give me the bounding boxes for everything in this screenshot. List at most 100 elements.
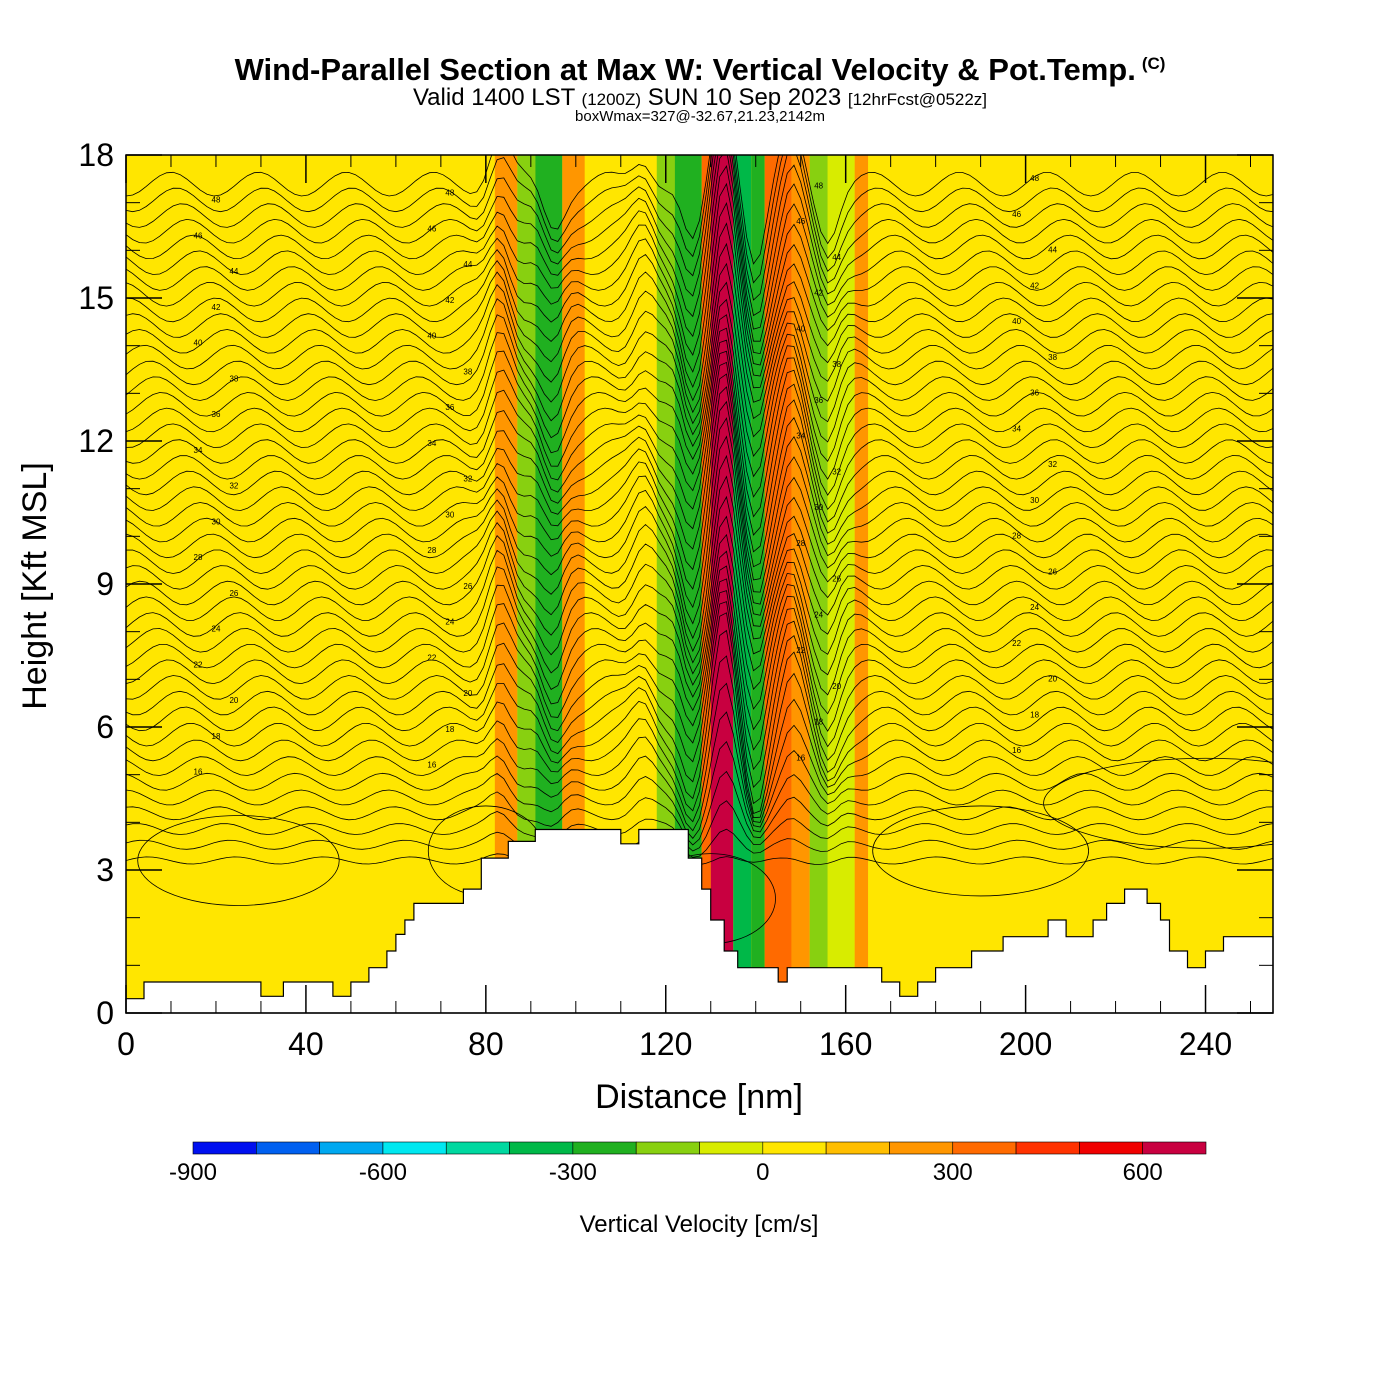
theta-label: 34 [194,446,203,455]
x-tick-label: 120 [639,1026,692,1062]
theta-contour [126,373,1273,568]
colorbar-swatch [1015,1141,1080,1155]
theta-contour [126,711,1273,832]
theta-label: 24 [445,618,454,627]
theta-contour [126,565,1273,731]
theta-contour [126,590,1273,771]
theta-label: 18 [212,732,221,741]
theta-contour [126,155,1273,317]
colorbar-swatch [572,1141,637,1155]
y-tick-label: 9 [96,566,114,602]
theta-label: 32 [463,475,472,484]
colorbar-swatch [319,1141,384,1155]
theta-label: 22 [1012,639,1021,648]
theta-contour [126,242,1273,414]
theta-label: 18 [1030,710,1039,719]
velocity-band-8 [701,155,711,1013]
theta-contour [126,550,1273,710]
theta-label: 38 [1048,353,1057,362]
theta-label: 42 [814,289,823,298]
theta-label: 48 [1030,174,1039,183]
velocity-band-15 [827,155,855,1013]
x-tick-label: 200 [999,1026,1052,1062]
theta-label: 30 [212,517,221,526]
theta-contour [126,339,1273,518]
x-tick-label: 80 [468,1026,504,1062]
colorbar-swatch [382,1141,447,1155]
theta-label: 46 [1012,210,1021,219]
theta-label: 16 [427,761,436,770]
theta-label: 24 [212,625,221,634]
theta-label: 20 [229,696,238,705]
theta-label: 48 [212,196,221,205]
theta-label: 32 [229,482,238,491]
y-tick-label: 6 [96,709,114,745]
theta-contour [126,740,1273,839]
theta-label: 28 [1012,532,1021,541]
colorbar-swatch [889,1141,954,1155]
theta-contour [126,361,1273,553]
x-tick-label: 240 [1179,1026,1232,1062]
theta-contour [126,281,1273,438]
theta-label: 24 [1030,603,1039,612]
x-tick-label: 40 [288,1026,324,1062]
colorbar-swatch [825,1141,890,1155]
theta-label: 30 [445,510,454,519]
y-axis-label: Height [Kft MSL] [16,462,54,710]
theta-contour [126,350,1273,536]
theta-label: 40 [1012,317,1021,326]
theta-label: 36 [212,410,221,419]
theta-label: 36 [445,403,454,412]
theta-contour [126,515,1273,675]
colorbar-swatch [952,1141,1017,1155]
velocity-band-12 [764,155,792,1013]
theta-label: 20 [463,689,472,698]
theta-label: 42 [1030,281,1039,290]
theta-label: 34 [427,439,436,448]
theta-contour [126,386,1273,581]
theta-contour [126,155,1273,284]
theta-label: 24 [814,610,823,619]
colorbar-tick-label: -600 [359,1159,407,1186]
x-tick-label: 0 [117,1026,135,1062]
colorbar-tick-label: 300 [933,1159,973,1186]
theta-label: 34 [1012,424,1021,433]
theta-label: 38 [832,360,841,369]
theta-label: 22 [194,660,203,669]
theta-label: 16 [194,768,203,777]
theta-contour [126,454,1273,640]
theta-contour [126,475,1273,653]
y-tick-label: 12 [78,423,114,459]
theta-contour [126,578,1273,751]
colorbar-tick-label: -300 [549,1159,597,1186]
colorbar-swatch [762,1141,827,1155]
theta-label: 26 [832,575,841,584]
theta-contour [126,533,1273,691]
theta-contour [126,612,1273,805]
theta-contour [126,182,1273,373]
colorbar-swatch [1079,1141,1143,1155]
low-level-contour [872,805,1089,897]
velocity-band-17 [868,155,1273,1013]
theta-contour [126,770,1273,846]
theta-contour [126,222,1273,402]
theta-label: 26 [463,582,472,591]
colorbar-tick-label: -900 [169,1159,217,1186]
theta-label: 44 [463,260,472,269]
theta-contour [126,400,1273,593]
colorbar-swatch [192,1141,257,1155]
theta-label: 22 [427,653,436,662]
x-axis-label: Distance [nm] [595,1078,803,1116]
theta-contour [126,327,1273,498]
theta-label: 18 [814,718,823,727]
colorbar-swatch [509,1141,574,1155]
theta-label: 44 [229,267,238,276]
theta-contour [126,629,1273,815]
theta-label: 36 [1030,389,1039,398]
theta-label: 28 [194,553,203,562]
theta-contour [126,155,1273,330]
chart-subtitle: Valid 1400 LST (1200Z) SUN 10 Sep 2023 [… [412,84,988,111]
colorbar-swatch [635,1141,700,1155]
theta-contour [126,655,1273,819]
